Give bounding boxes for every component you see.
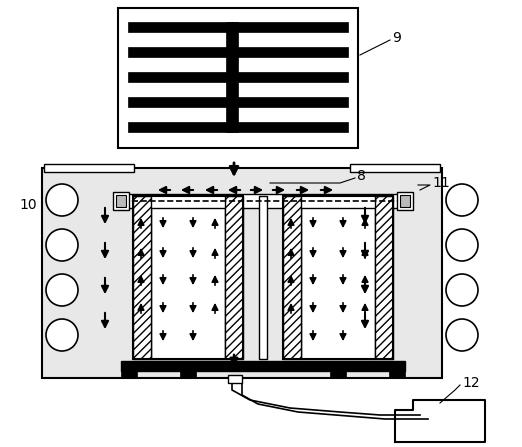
Bar [121, 361, 405, 371]
Bar [128, 122, 348, 132]
Circle shape [446, 184, 478, 216]
Circle shape [446, 319, 478, 351]
Bar [121, 371, 137, 377]
Bar [225, 196, 243, 359]
Bar [180, 371, 196, 377]
Bar [330, 371, 346, 377]
Bar [116, 195, 126, 207]
Bar [375, 196, 393, 359]
Bar [301, 196, 375, 359]
Bar [42, 168, 442, 378]
Text: 9: 9 [392, 31, 401, 45]
Text: 8: 8 [357, 169, 366, 183]
Bar [118, 8, 358, 148]
Bar [128, 97, 348, 107]
Bar [389, 371, 405, 377]
Text: 10: 10 [19, 198, 37, 212]
Text: 11: 11 [432, 176, 450, 190]
Text: 12: 12 [462, 376, 480, 390]
Bar [397, 192, 413, 210]
Bar [259, 196, 267, 359]
Circle shape [446, 274, 478, 306]
Bar [133, 196, 151, 359]
Bar [283, 196, 393, 359]
Circle shape [46, 274, 78, 306]
Bar [350, 164, 440, 172]
Bar [151, 196, 225, 359]
Bar [133, 196, 243, 359]
Bar [228, 375, 242, 383]
Bar [44, 164, 134, 172]
Bar [113, 192, 129, 210]
Bar [283, 196, 301, 359]
Circle shape [46, 319, 78, 351]
Bar [226, 22, 238, 132]
Circle shape [46, 229, 78, 261]
Circle shape [446, 229, 478, 261]
Bar [128, 22, 348, 32]
Bar [128, 47, 348, 57]
Bar [400, 195, 410, 207]
Circle shape [46, 184, 78, 216]
Bar [128, 72, 348, 82]
Bar [121, 194, 405, 208]
